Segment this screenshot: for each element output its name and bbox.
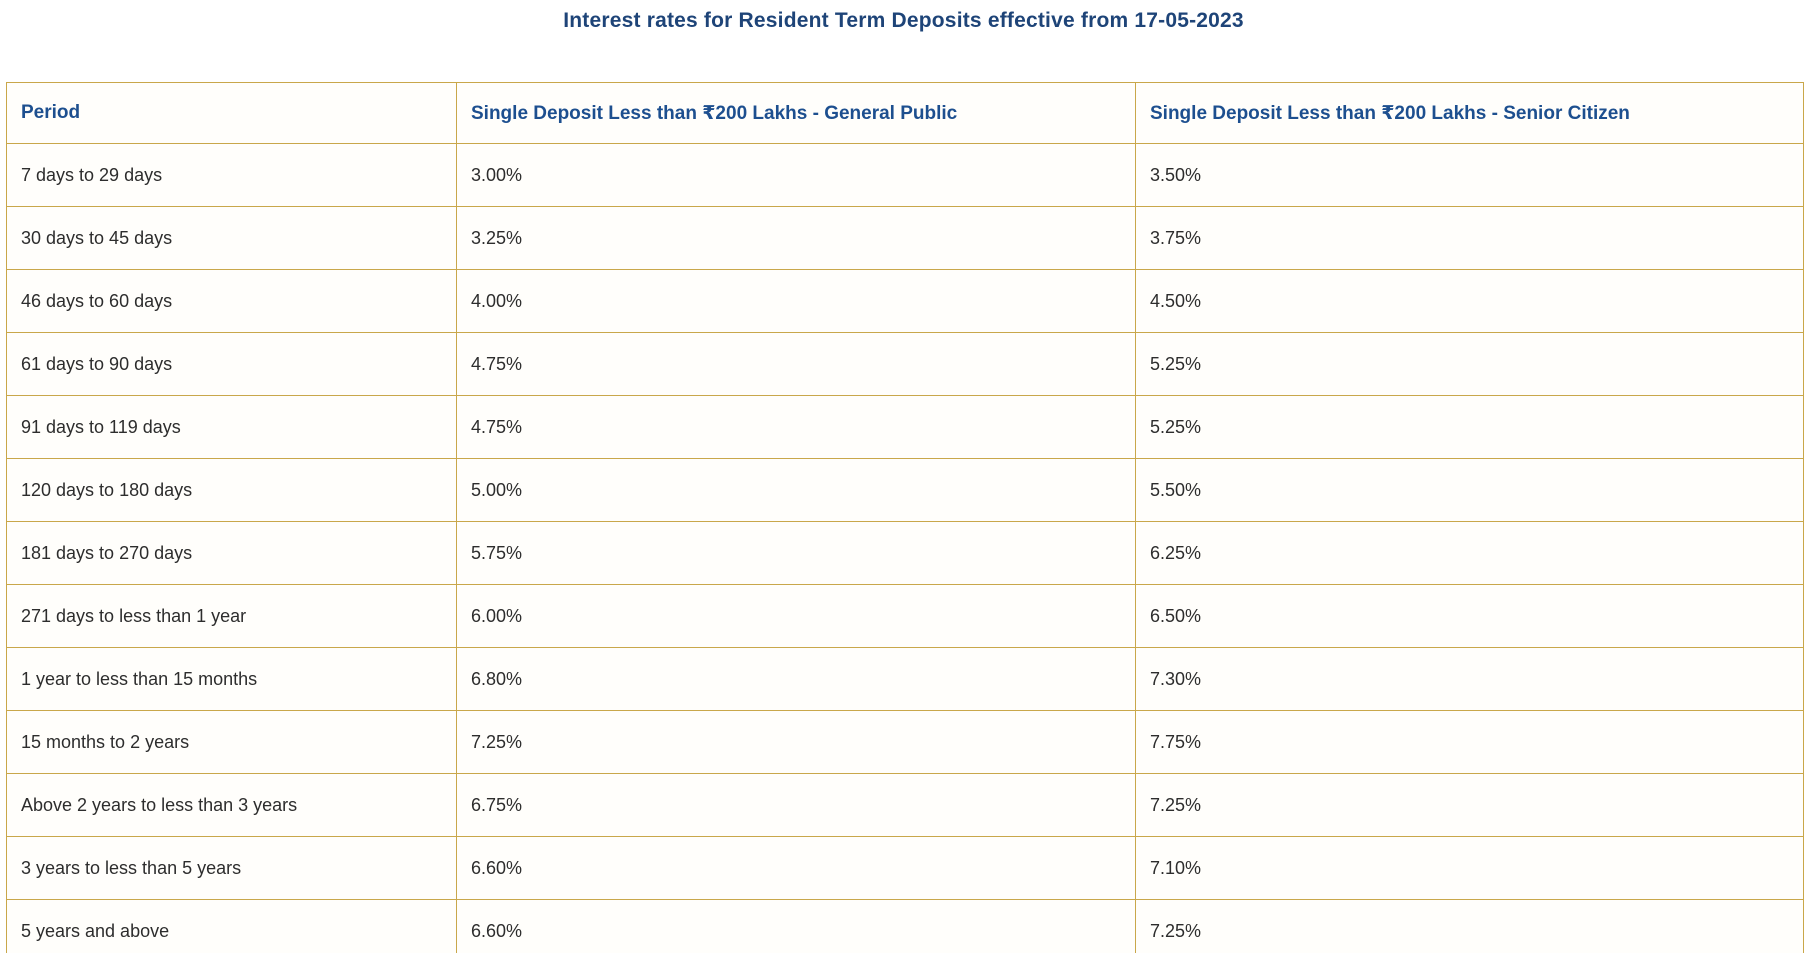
general-rate-cell: 5.75% (456, 521, 1136, 585)
table-row: 30 days to 45 days 3.25% 3.75% (6, 206, 1804, 270)
period-cell: 1 year to less than 15 months (6, 647, 457, 711)
senior-rate-cell: 7.25% (1135, 773, 1804, 837)
interest-rates-table: Period Single Deposit Less than ₹200 Lak… (6, 82, 1804, 953)
period-cell: 61 days to 90 days (6, 332, 457, 396)
column-header-period: Period (6, 82, 457, 144)
senior-rate-cell: 4.50% (1135, 269, 1804, 333)
senior-rate-cell: 5.50% (1135, 458, 1804, 522)
table-row: 61 days to 90 days 4.75% 5.25% (6, 332, 1804, 396)
general-rate-cell: 4.00% (456, 269, 1136, 333)
general-rate-cell: 3.00% (456, 143, 1136, 207)
period-cell: 15 months to 2 years (6, 710, 457, 774)
table-row: 91 days to 119 days 4.75% 5.25% (6, 395, 1804, 459)
period-cell: 46 days to 60 days (6, 269, 457, 333)
period-cell: 120 days to 180 days (6, 458, 457, 522)
table-row: 15 months to 2 years 7.25% 7.75% (6, 710, 1804, 774)
general-rate-cell: 7.25% (456, 710, 1136, 774)
table-row: 5 years and above 6.60% 7.25% (6, 899, 1804, 953)
table-row: 46 days to 60 days 4.00% 4.50% (6, 269, 1804, 333)
table-row: Above 2 years to less than 3 years 6.75%… (6, 773, 1804, 837)
general-rate-cell: 4.75% (456, 332, 1136, 396)
table-row: 1 year to less than 15 months 6.80% 7.30… (6, 647, 1804, 711)
senior-rate-cell: 5.25% (1135, 395, 1804, 459)
period-cell: 30 days to 45 days (6, 206, 457, 270)
period-cell: 181 days to 270 days (6, 521, 457, 585)
column-header-senior-citizen: Single Deposit Less than ₹200 Lakhs - Se… (1135, 82, 1804, 144)
general-rate-cell: 4.75% (456, 395, 1136, 459)
period-cell: 5 years and above (6, 899, 457, 953)
general-rate-cell: 5.00% (456, 458, 1136, 522)
table-header-row: Period Single Deposit Less than ₹200 Lak… (6, 82, 1804, 144)
general-rate-cell: 6.60% (456, 836, 1136, 900)
general-rate-cell: 6.75% (456, 773, 1136, 837)
table-row: 7 days to 29 days 3.00% 3.50% (6, 143, 1804, 207)
general-rate-cell: 6.80% (456, 647, 1136, 711)
senior-rate-cell: 7.10% (1135, 836, 1804, 900)
table-row: 271 days to less than 1 year 6.00% 6.50% (6, 584, 1804, 648)
period-cell: Above 2 years to less than 3 years (6, 773, 457, 837)
senior-rate-cell: 7.75% (1135, 710, 1804, 774)
period-cell: 271 days to less than 1 year (6, 584, 457, 648)
period-cell: 3 years to less than 5 years (6, 836, 457, 900)
column-header-general-public: Single Deposit Less than ₹200 Lakhs - Ge… (456, 82, 1136, 144)
period-cell: 7 days to 29 days (6, 143, 457, 207)
general-rate-cell: 3.25% (456, 206, 1136, 270)
general-rate-cell: 6.00% (456, 584, 1136, 648)
general-rate-cell: 6.60% (456, 899, 1136, 953)
page-title: Interest rates for Resident Term Deposit… (563, 9, 1244, 32)
senior-rate-cell: 3.75% (1135, 206, 1804, 270)
senior-rate-cell: 6.25% (1135, 521, 1804, 585)
senior-rate-cell: 5.25% (1135, 332, 1804, 396)
senior-rate-cell: 7.25% (1135, 899, 1804, 953)
senior-rate-cell: 7.30% (1135, 647, 1804, 711)
table-row: 3 years to less than 5 years 6.60% 7.10% (6, 836, 1804, 900)
senior-rate-cell: 3.50% (1135, 143, 1804, 207)
table-row: 181 days to 270 days 5.75% 6.25% (6, 521, 1804, 585)
table-row: 120 days to 180 days 5.00% 5.50% (6, 458, 1804, 522)
period-cell: 91 days to 119 days (6, 395, 457, 459)
senior-rate-cell: 6.50% (1135, 584, 1804, 648)
